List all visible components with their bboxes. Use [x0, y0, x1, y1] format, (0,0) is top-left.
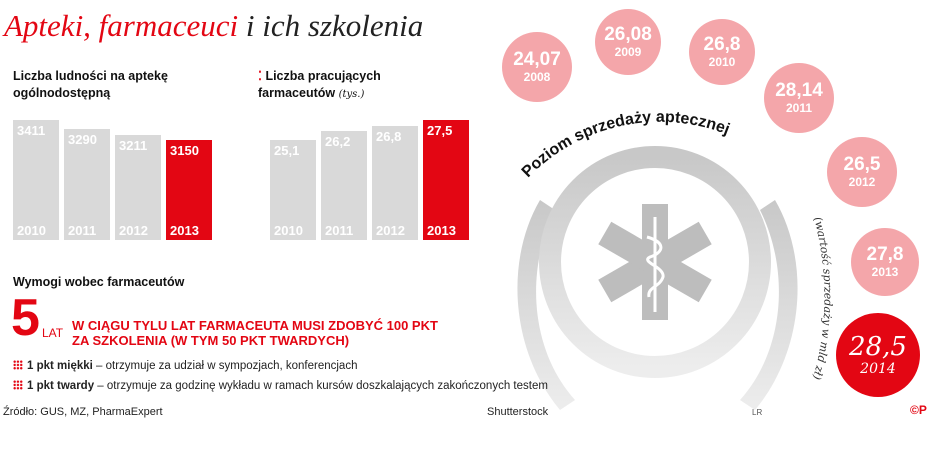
item-desc: – otrzymuje za godzinę wykładu w ramach …: [94, 380, 548, 392]
bar-category-label: 2010: [274, 223, 303, 238]
bubble-value: 26,5: [843, 154, 881, 175]
bar-value-label: 3150: [170, 143, 199, 158]
bubble-year: 2010: [708, 55, 736, 69]
sales-subtitle: (wartość sprzedaży w mld zł): [810, 215, 834, 381]
bar-2013: 3150 2013: [166, 140, 212, 240]
star-of-life-icon: [598, 204, 712, 320]
requirement-line1: W CIĄGU TYLU LAT FARMACEUTA MUSI ZDOBYĆ …: [72, 318, 438, 333]
soft-point-item: 1 pkt miękki – otrzymuje za udział w sym…: [13, 360, 357, 372]
bubble-year: 2012: [848, 175, 876, 189]
bar-value-label: 3211: [119, 138, 148, 154]
bubble-2008: 24,07 2008: [502, 32, 572, 102]
bubble-year: 2011: [785, 101, 813, 115]
sales-subtitle-path: (wartość sprzedaży w mld zł): [810, 215, 834, 381]
bubble-value: 24,07: [513, 49, 561, 70]
bar-category-label: 2013: [427, 223, 456, 238]
bar-2013: 27,5 2013: [423, 120, 469, 240]
publisher-logo: ©P: [910, 403, 927, 417]
bar-value-label: 26,8: [376, 128, 402, 144]
chart2-title-text: Liczba pracujących farmaceutów: [258, 69, 381, 100]
dots-icon: [13, 380, 23, 390]
chart2-unit: (tys.): [338, 89, 365, 100]
bar-category-label: 2011: [68, 222, 97, 238]
bubble-value: 26,08: [604, 24, 652, 45]
bubble-2009: 26,08 2009: [595, 9, 661, 75]
bar-category-label: 2011: [325, 222, 354, 238]
title-black: i ich szkolenia: [245, 8, 424, 43]
bar-2011: 3290 2011: [64, 129, 110, 240]
bar-category-label: 2010: [17, 223, 46, 238]
item-term: 1 pkt miękki: [27, 360, 93, 372]
big-number: 5: [11, 289, 40, 347]
author-credit: LR: [752, 408, 763, 417]
bar-category-label: 2013: [170, 223, 199, 238]
requirement-line2: ZA SZKOLENIA (W TYM 50 PKT TWARDYCH): [72, 333, 350, 348]
source: Źródło: GUS, MZ, PharmaExpert: [3, 406, 163, 418]
bar-2010: 25,1 2010: [270, 140, 316, 240]
bubble-year: 2009: [614, 45, 642, 59]
bar-value-label: 26,2: [325, 133, 351, 149]
bubble-value: 26,8: [703, 34, 741, 55]
item-term: 1 pkt twardy: [27, 380, 95, 392]
page-title: Apteki, farmaceuci i ich szkolenia: [4, 8, 423, 44]
bubble-value: 28,14: [775, 80, 823, 101]
bubble-value: 27,8: [866, 244, 904, 265]
bar-value-label: 27,5: [427, 123, 453, 138]
bubble-2011: 28,14 2011: [764, 63, 834, 133]
bubble-year: 2014: [860, 361, 896, 377]
bar-category-label: 2012: [119, 222, 148, 238]
bubble-2012: 26,5 2012: [827, 137, 897, 207]
chart1-title: Liczba ludności na aptekę ogólnodostępną: [13, 69, 168, 100]
bubble-value: 28,5: [849, 332, 907, 362]
dots-icon: [13, 360, 23, 370]
bubble-year: 2013: [871, 265, 899, 279]
bar-category-label: 2012: [376, 222, 405, 238]
requirements-heading: Wymogi wobec farmaceutów: [13, 275, 185, 289]
bar-value-label: 25,1: [274, 143, 300, 158]
laurel-icon: [517, 200, 798, 410]
bubble-2014: 28,5 2014: [836, 313, 920, 397]
bubble-year: 2008: [523, 70, 551, 84]
emblem-ring: [539, 146, 771, 378]
bar-2012: 26,8 2012: [372, 125, 418, 240]
title-red: Apteki, farmaceuci: [4, 8, 239, 43]
bar-2012: 3211 2012: [115, 135, 161, 240]
photo-credit: Shutterstock: [487, 406, 549, 418]
bubble-2010: 26,8 2010: [689, 19, 755, 85]
bar-value-label: 3411: [17, 123, 46, 138]
bubble-2013: 27,8 2013: [851, 228, 919, 296]
item-desc: – otrzymuje za udział w sympozjach, konf…: [92, 360, 358, 372]
chart2-title: ⁚ Liczba pracujących farmaceutów (tys.): [258, 69, 381, 100]
bar-2011: 26,2 2011: [321, 130, 367, 240]
big-unit: LAT: [42, 326, 64, 340]
hard-point-item: 1 pkt twardy – otrzymuje za godzinę wykł…: [13, 380, 548, 392]
bar-2010: 3411 2010: [13, 120, 59, 240]
bar-value-label: 3290: [68, 132, 97, 148]
